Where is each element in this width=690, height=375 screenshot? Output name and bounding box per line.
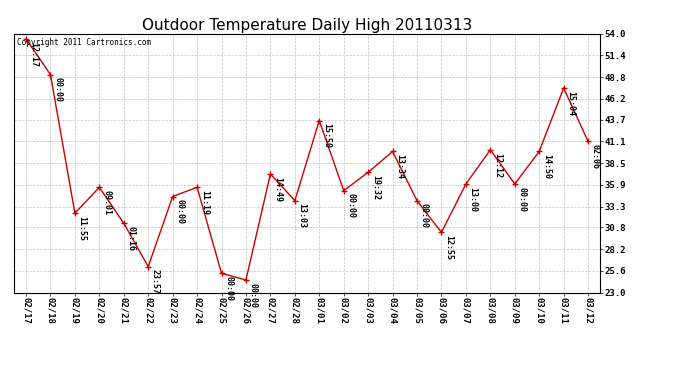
Text: 13:03: 13:03 (297, 204, 306, 228)
Text: 13:34: 13:34 (395, 154, 404, 179)
Text: 12:55: 12:55 (444, 235, 453, 260)
Text: 00:00: 00:00 (53, 77, 62, 102)
Title: Outdoor Temperature Daily High 20110313: Outdoor Temperature Daily High 20110313 (142, 18, 472, 33)
Text: 19:32: 19:32 (371, 175, 380, 200)
Text: 12:17: 12:17 (29, 42, 38, 66)
Text: 11:19: 11:19 (200, 190, 209, 215)
Text: 23:57: 23:57 (151, 269, 160, 294)
Text: 14:50: 14:50 (542, 154, 551, 179)
Text: 02:06: 02:06 (591, 144, 600, 169)
Text: 00:00: 00:00 (248, 283, 258, 308)
Text: 14:49: 14:49 (273, 177, 282, 202)
Text: 00:00: 00:00 (224, 276, 233, 301)
Text: 12:12: 12:12 (493, 153, 502, 177)
Text: 11:55: 11:55 (78, 216, 87, 241)
Text: 15:50: 15:50 (322, 123, 331, 148)
Text: 00:00: 00:00 (420, 204, 428, 228)
Text: 15:04: 15:04 (566, 91, 575, 116)
Text: Copyright 2011 Cartronics.com: Copyright 2011 Cartronics.com (17, 38, 151, 46)
Text: 09:01: 09:01 (102, 190, 111, 215)
Text: 00:00: 00:00 (346, 194, 355, 219)
Text: 00:00: 00:00 (175, 199, 184, 224)
Text: 01:16: 01:16 (126, 226, 135, 251)
Text: 13:00: 13:00 (469, 187, 477, 212)
Text: 00:00: 00:00 (518, 187, 526, 212)
